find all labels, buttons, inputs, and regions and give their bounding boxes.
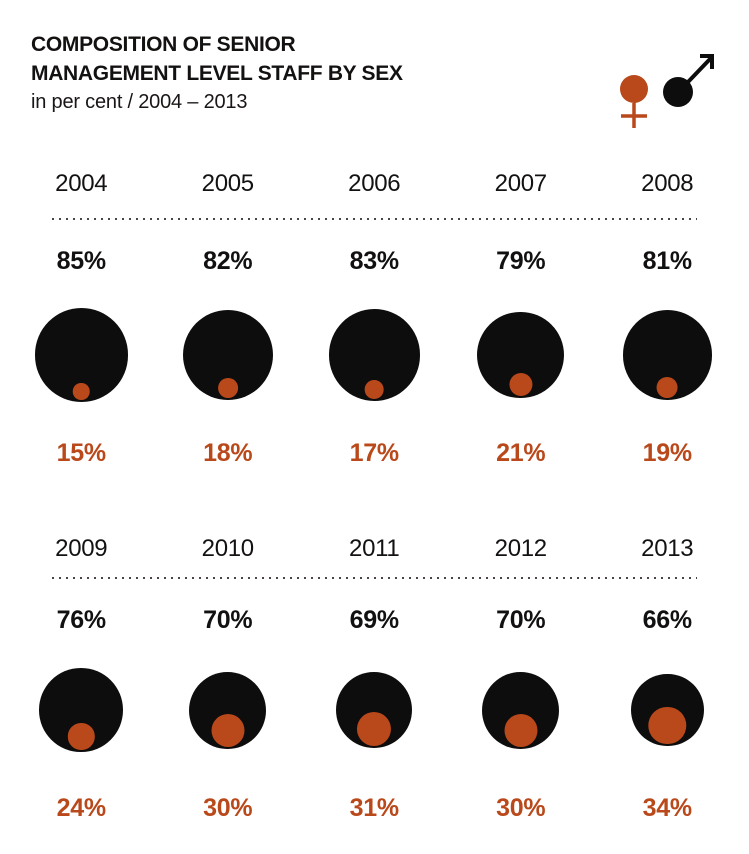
year-label: 2006: [348, 170, 401, 197]
female-circle: [509, 373, 533, 397]
male-circle: [477, 311, 565, 399]
year-label: 2010: [201, 535, 255, 562]
year-label: 2007: [494, 170, 548, 197]
female-circle: [357, 711, 392, 746]
male-circle: [630, 673, 704, 747]
year-label: 2005: [201, 170, 255, 197]
female-percent-label: 15%: [56, 439, 106, 467]
dotted-divider: [52, 577, 697, 579]
year-label: 2009: [55, 535, 108, 562]
year-row-2: 2009 2010 2011 2012 2013: [8, 535, 741, 563]
page-title-line1: COMPOSITION OF SENIOR: [31, 33, 296, 56]
male-percent-label: 66%: [642, 606, 692, 634]
male-circle: [39, 668, 124, 752]
female-circle: [364, 379, 384, 399]
year-row-1: 2004 2005 2006 2007 2008: [8, 170, 741, 198]
male-percent-label: 69%: [349, 606, 399, 634]
female-percent-label: 17%: [349, 439, 399, 467]
female-circle: [73, 383, 90, 400]
male-percent-label: 82%: [203, 247, 253, 275]
female-percent-label: 19%: [642, 439, 692, 467]
circle-row-1: [8, 300, 741, 410]
female-percent-label: 31%: [349, 794, 399, 822]
female-percent-row-1: 15% 18% 17% 21% 19%: [8, 439, 741, 468]
male-circle: [336, 672, 413, 748]
male-circle: [182, 309, 273, 401]
male-percent-label: 85%: [56, 247, 106, 275]
female-percent-label: 30%: [203, 794, 253, 822]
male-percent-label: 70%: [496, 606, 546, 634]
male-percent-label: 83%: [349, 247, 399, 275]
male-circle: [189, 671, 267, 749]
male-percent-label: 70%: [203, 606, 253, 634]
female-circle: [648, 706, 686, 745]
female-circle: [504, 713, 538, 747]
year-label: 2008: [641, 170, 694, 197]
male-percent-row-1: 85% 82% 83% 79% 81%: [8, 247, 741, 276]
male-sign-icon: [663, 54, 714, 107]
female-circle: [68, 723, 95, 750]
year-label: 2013: [641, 535, 694, 562]
chart-area: 2004 2005 2006 2007 2008 85% 82% 83% 79%…: [8, 0, 741, 854]
chart-header: COMPOSITION OF SENIOR MANAGEMENT LEVEL S…: [31, 30, 403, 117]
female-percent-label: 30%: [496, 794, 546, 822]
male-circle: [622, 310, 712, 400]
dotted-divider: [52, 218, 697, 220]
female-percent-label: 18%: [203, 439, 253, 467]
chart-subtitle: in per cent / 2004 – 2013: [31, 91, 248, 113]
female-percent-label: 21%: [496, 439, 546, 467]
female-circle: [211, 713, 245, 747]
year-label: 2012: [494, 535, 548, 562]
male-percent-label: 81%: [642, 247, 692, 275]
male-percent-label: 79%: [496, 247, 546, 275]
female-percent-label: 24%: [56, 794, 106, 822]
male-percent-row-2: 76% 70% 69% 70% 66%: [8, 606, 741, 635]
year-label: 2004: [55, 170, 108, 197]
male-percent-label: 76%: [56, 606, 106, 634]
female-percent-label: 34%: [642, 794, 692, 822]
female-sign-icon: [620, 75, 648, 128]
male-circle: [34, 308, 128, 402]
circle-row-2: [8, 658, 741, 762]
female-percent-row-2: 24% 30% 31% 30% 34%: [8, 794, 741, 823]
page-title-line2: MANAGEMENT LEVEL STAFF BY SEX: [31, 62, 403, 85]
female-circle: [656, 376, 678, 398]
sex-legend: [620, 54, 714, 128]
male-circle: [328, 309, 420, 401]
male-circle: [482, 671, 560, 749]
year-label: 2011: [349, 535, 400, 562]
female-circle: [217, 378, 238, 399]
